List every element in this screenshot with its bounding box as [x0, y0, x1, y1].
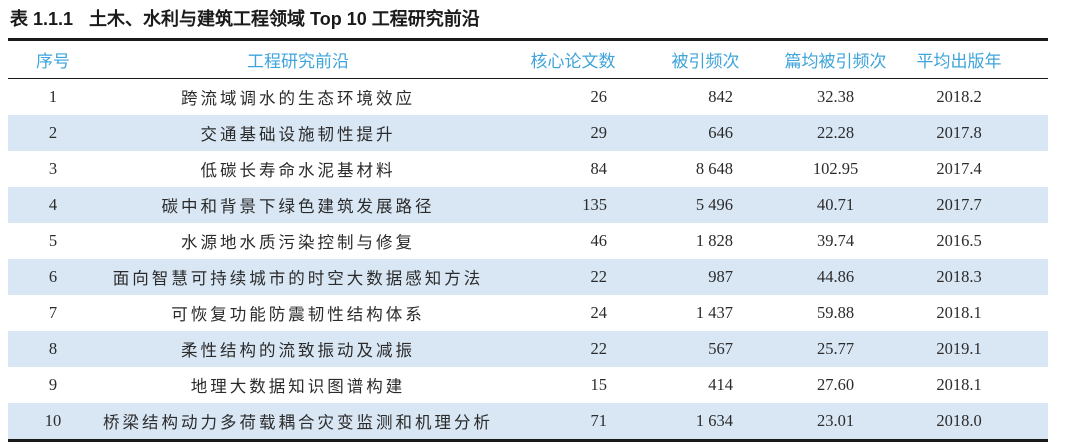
cell-core-papers: 135: [582, 195, 607, 214]
table-row: 6 面向智慧可持续城市的时空大数据感知方法 22 987 44.86 2018.3: [8, 259, 1048, 295]
cell-cites-per-paper: 44.86: [816, 267, 855, 286]
cell-mean-pub-year: 2017.8: [936, 123, 982, 142]
table-caption-title: 土木、水利与建筑工程领域 Top 10 工程研究前沿: [89, 9, 480, 29]
cell-mean-pub-year: 2018.1: [936, 375, 982, 394]
table-header: 序号 工程研究前沿 核心论文数 被引频次 篇均被引频次 平均出版年: [8, 39, 1048, 79]
cell-citations: 1 437: [695, 303, 733, 322]
cell-citations: 1 634: [695, 411, 733, 430]
cell-citations: 414: [708, 375, 733, 394]
cell-mean-pub-year: 2016.5: [936, 231, 982, 250]
cell-mean-pub-year: 2018.3: [936, 267, 982, 286]
cell-frontier: 地理大数据知识图谱构建: [190, 377, 406, 396]
column-header-mean-pub-year: 平均出版年: [908, 39, 1048, 79]
cell-core-papers: 24: [590, 303, 608, 322]
cell-core-papers: 46: [590, 231, 608, 250]
table-row: 1 跨流域调水的生态环境效应 26 842 32.38 2018.2: [8, 79, 1048, 116]
cell-rank: 3: [48, 159, 58, 178]
cell-rank: 6: [48, 267, 58, 286]
table-row: 4 碳中和背景下绿色建筑发展路径 135 5 496 40.71 2017.7: [8, 187, 1048, 223]
cell-frontier: 水源地水质污染控制与修复: [181, 233, 415, 252]
column-header-rank: 序号: [8, 39, 98, 79]
cell-mean-pub-year: 2018.2: [936, 87, 982, 106]
cell-core-papers: 29: [590, 123, 608, 142]
table-row: 10 桥梁结构动力多荷载耦合灾变监测和机理分析 71 1 634 23.01 2018.0: [8, 403, 1048, 441]
column-header-frontier: 工程研究前沿: [98, 39, 498, 79]
column-header-citations: 被引频次: [648, 39, 763, 79]
cell-core-papers: 71: [590, 411, 608, 430]
header-row: 序号 工程研究前沿 核心论文数 被引频次 篇均被引频次 平均出版年: [8, 39, 1048, 79]
cell-rank: 4: [48, 195, 58, 214]
cell-rank: 8: [48, 339, 58, 358]
cell-mean-pub-year: 2017.7: [936, 195, 982, 214]
cell-citations: 646: [708, 123, 733, 142]
cell-citations: 842: [708, 87, 733, 106]
column-header-cites-per-paper: 篇均被引频次: [763, 39, 908, 79]
cell-cites-per-paper: 22.28: [816, 123, 855, 142]
cell-cites-per-paper: 32.38: [816, 87, 855, 106]
column-header-core-papers: 核心论文数: [498, 39, 648, 79]
cell-rank: 9: [48, 375, 58, 394]
cell-cites-per-paper: 25.77: [816, 339, 855, 358]
table-row: 8 柔性结构的流致振动及减振 22 567 25.77 2019.1: [8, 331, 1048, 367]
cell-rank: 1: [48, 87, 58, 106]
cell-citations: 8 648: [695, 159, 733, 178]
cell-rank: 5: [48, 231, 58, 250]
cell-frontier: 交通基础设施韧性提升: [200, 125, 396, 144]
cell-cites-per-paper: 23.01: [816, 411, 855, 430]
research-fronts-table: 序号 工程研究前沿 核心论文数 被引频次 篇均被引频次 平均出版年 1 跨流域调水…: [8, 38, 1048, 442]
table-row: 7 可恢复功能防震韧性结构体系 24 1 437 59.88 2018.1: [8, 295, 1048, 331]
cell-cites-per-paper: 59.88: [816, 303, 855, 322]
table-row: 5 水源地水质污染控制与修复 46 1 828 39.74 2016.5: [8, 223, 1048, 259]
cell-citations: 987: [708, 267, 733, 286]
cell-cites-per-paper: 39.74: [816, 231, 855, 250]
cell-cites-per-paper: 102.95: [812, 159, 859, 178]
table-row: 2 交通基础设施韧性提升 29 646 22.28 2017.8: [8, 115, 1048, 151]
cell-frontier: 低碳长寿命水泥基材料: [200, 161, 396, 180]
cell-mean-pub-year: 2018.1: [936, 303, 982, 322]
cell-rank: 7: [48, 303, 58, 322]
table-caption: 表 1.1.1 土木、水利与建筑工程领域 Top 10 工程研究前沿: [10, 7, 1080, 31]
cell-frontier: 可恢复功能防震韧性结构体系: [171, 305, 425, 324]
cell-rank: 2: [48, 123, 58, 142]
cell-frontier: 面向智慧可持续城市的时空大数据感知方法: [112, 269, 484, 288]
cell-mean-pub-year: 2018.0: [936, 411, 982, 430]
cell-core-papers: 15: [590, 375, 608, 394]
cell-mean-pub-year: 2019.1: [936, 339, 982, 358]
cell-core-papers: 22: [590, 339, 608, 358]
table-caption-number: 表 1.1.1: [10, 9, 74, 29]
cell-mean-pub-year: 2017.4: [936, 159, 982, 178]
cell-cites-per-paper: 27.60: [816, 375, 855, 394]
cell-rank: 10: [44, 411, 62, 430]
table-body: 1 跨流域调水的生态环境效应 26 842 32.38 2018.2 2 交通基础设施韧性提升…: [8, 79, 1048, 441]
table-row: 3 低碳长寿命水泥基材料 84 8 648 102.95 2017.4: [8, 151, 1048, 187]
cell-core-papers: 84: [590, 159, 608, 178]
cell-frontier: 碳中和背景下绿色建筑发展路径: [161, 197, 435, 216]
cell-core-papers: 22: [590, 267, 608, 286]
cell-citations: 5 496: [695, 195, 733, 214]
cell-citations: 567: [708, 339, 733, 358]
table-row: 9 地理大数据知识图谱构建 15 414 27.60 2018.1: [8, 367, 1048, 403]
cell-frontier: 跨流域调水的生态环境效应: [181, 89, 415, 108]
cell-frontier: 桥梁结构动力多荷载耦合灾变监测和机理分析: [103, 413, 493, 432]
cell-citations: 1 828: [695, 231, 733, 250]
cell-core-papers: 26: [590, 87, 608, 106]
cell-cites-per-paper: 40.71: [816, 195, 855, 214]
cell-frontier: 柔性结构的流致振动及减振: [181, 341, 415, 360]
